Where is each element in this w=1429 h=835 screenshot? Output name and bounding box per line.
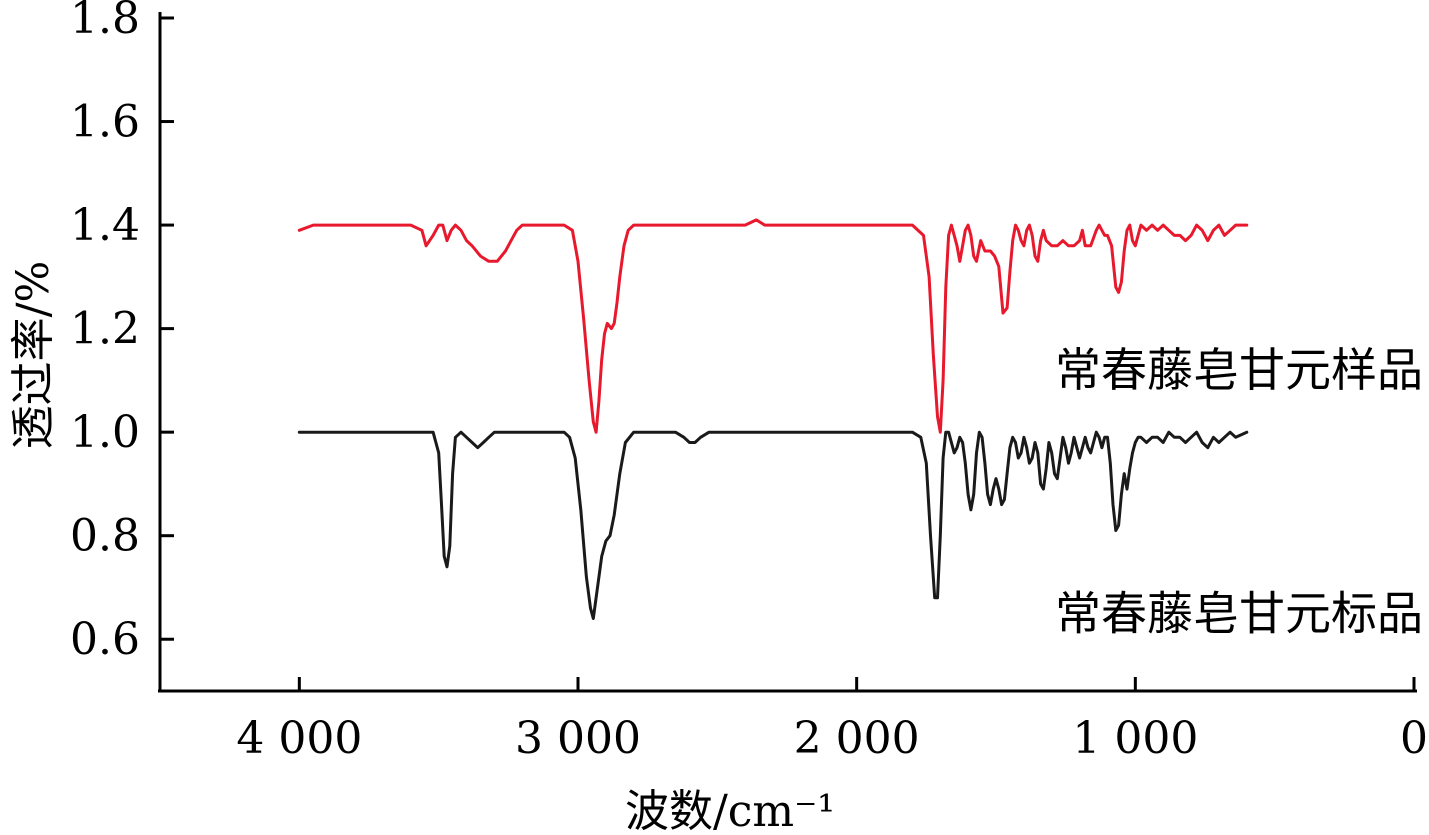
y-tick-label: 1.0	[70, 407, 140, 458]
x-ticks: 4 000 3 000 2 000 1 000 0	[236, 677, 1428, 764]
x-tick-label: 0	[1400, 713, 1428, 764]
y-tick-label: 0.8	[70, 511, 140, 562]
y-ticks: 0.6 0.8 1.0 1.2 1.4 1.6 1.8	[70, 0, 174, 665]
x-tick-label: 4 000	[236, 713, 362, 764]
series-line-1	[297, 430, 1249, 620]
y-tick-label: 1.8	[70, 0, 140, 44]
y-tick-label: 1.6	[70, 97, 140, 148]
x-tick-label: 2 000	[794, 713, 920, 764]
y-tick-label: 1.2	[70, 304, 140, 355]
series-label-1: 常春藤皂甘元标品	[1055, 586, 1423, 640]
series-label-0: 常春藤皂甘元样品	[1055, 343, 1423, 397]
x-tick-label: 1 000	[1072, 713, 1198, 764]
y-tick-label: 1.4	[70, 200, 140, 251]
x-tick-label: 3 000	[515, 713, 641, 764]
series-lines	[297, 218, 1249, 620]
series-line-0	[297, 218, 1249, 434]
x-axis-title: 波数/cm⁻¹	[625, 786, 835, 835]
y-axis-title: 透过率/%	[8, 261, 59, 450]
y-tick-label: 0.6	[70, 614, 140, 665]
